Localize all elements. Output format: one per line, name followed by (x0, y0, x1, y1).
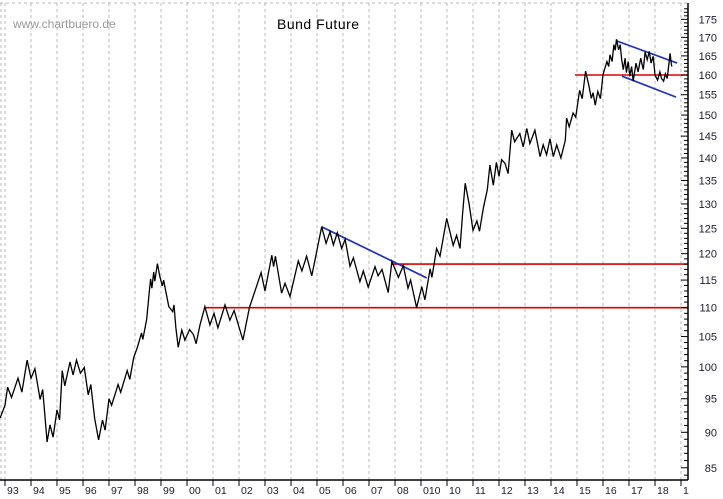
y-axis-label: 105 (699, 332, 717, 344)
x-axis-label: 1 (683, 485, 689, 497)
y-axis-label: 160 (699, 70, 717, 82)
x-axis-label: 95 (59, 485, 71, 497)
x-axis-label: 98 (137, 485, 149, 497)
price-line (0, 39, 673, 443)
x-axis-label: 04 (293, 485, 305, 497)
y-axis-label: 155 (699, 90, 717, 102)
x-axis-label: 15 (579, 485, 591, 497)
y-axis-label: 175 (699, 14, 717, 26)
y-axis-label: 90 (705, 427, 717, 439)
x-axis-label: 08 (397, 485, 409, 497)
x-axis-label: 99 (163, 485, 175, 497)
y-axis-label: 140 (699, 153, 717, 165)
y-axis-label: 115 (699, 275, 717, 287)
x-axis-label: 05 (319, 485, 331, 497)
x-axis-label: 03 (267, 485, 279, 497)
y-axis-label: 110 (699, 303, 717, 315)
y-axis-label: 165 (699, 51, 717, 63)
downtrend-2005-2009 (321, 226, 428, 279)
y-axis-label: 100 (699, 362, 717, 374)
x-axis-label: 93 (7, 485, 19, 497)
x-axis-label: 00 (189, 485, 201, 497)
watermark: www.chartbuero.de (13, 17, 116, 31)
y-axis-label: 145 (699, 131, 717, 143)
x-axis-label: 96 (85, 485, 97, 497)
y-axis-label: 95 (705, 394, 717, 406)
x-axis-label: 18 (657, 485, 669, 497)
y-axis-label: 135 (699, 176, 717, 188)
channel-upper-2016-2018 (616, 40, 678, 64)
y-axis-label: 125 (699, 223, 717, 235)
channel-lower-2016-2018 (621, 75, 677, 98)
x-axis-label: 17 (631, 485, 643, 497)
x-axis-label: 01 (215, 485, 227, 497)
y-axis-label: 85 (705, 463, 717, 475)
x-axis-label: 10 (449, 485, 461, 497)
x-axis-label: 06 (345, 485, 357, 497)
page-title: Bund Future (277, 16, 360, 32)
x-axis-label: 16 (605, 485, 617, 497)
y-axis-label: 130 (699, 199, 717, 211)
x-axis-label: 11 (475, 485, 486, 497)
x-axis-label: 13 (527, 485, 539, 497)
x-axis-label: 97 (111, 485, 123, 497)
x-axis-label: 94 (33, 485, 45, 497)
x-axis-label: 010 (423, 485, 441, 497)
x-axis-label: 07 (371, 485, 383, 497)
x-axis-label: 12 (501, 485, 513, 497)
x-axis-label: 14 (553, 485, 565, 497)
y-axis-label: 120 (699, 249, 717, 261)
y-axis-label: 150 (699, 110, 717, 122)
y-axis-label: 170 (699, 32, 717, 44)
x-axis-label: 02 (241, 485, 253, 497)
